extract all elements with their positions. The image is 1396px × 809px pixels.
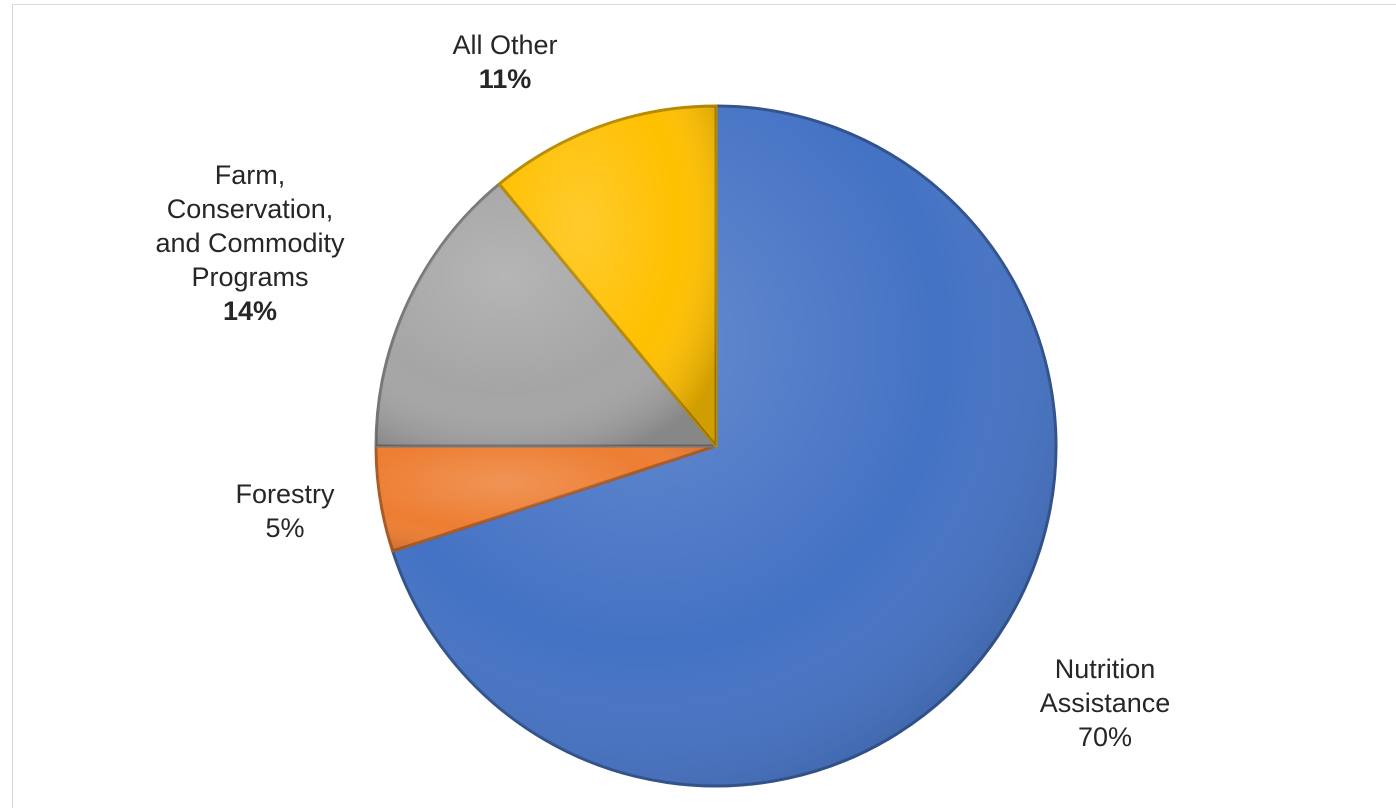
slice-percent: 70% bbox=[1077, 722, 1133, 752]
slice-percent: 14% bbox=[222, 296, 278, 326]
slice-name-line: Conservation, bbox=[166, 194, 334, 224]
slice-name-line: All Other bbox=[452, 30, 558, 60]
slice-percent: 5% bbox=[265, 513, 305, 543]
pie-slice-highlight bbox=[376, 184, 716, 446]
slice-label-forestry: Forestry 5% bbox=[200, 477, 370, 545]
slice-label-nutrition-assistance: Nutrition Assistance 70% bbox=[1010, 652, 1200, 754]
pie-slice-highlight bbox=[499, 106, 716, 446]
slice-name-line: and Commodity bbox=[155, 228, 345, 258]
slice-name-line: Forestry bbox=[235, 479, 335, 509]
slice-label-all-other: All Other 11% bbox=[410, 28, 600, 96]
pie-slice-highlight bbox=[392, 106, 1057, 786]
chart-frame bbox=[12, 4, 1396, 808]
slice-name-line: Nutrition bbox=[1054, 654, 1156, 684]
slice-label-farm-conservation-commodity: Farm, Conservation, and Commodity Progra… bbox=[110, 158, 390, 328]
slice-name-line: Assistance bbox=[1039, 688, 1171, 718]
slice-name-line: Farm, bbox=[214, 160, 286, 190]
slice-percent: 11% bbox=[478, 64, 532, 94]
pie-slice-highlight bbox=[376, 446, 716, 552]
slice-name-line: Programs bbox=[191, 262, 309, 292]
